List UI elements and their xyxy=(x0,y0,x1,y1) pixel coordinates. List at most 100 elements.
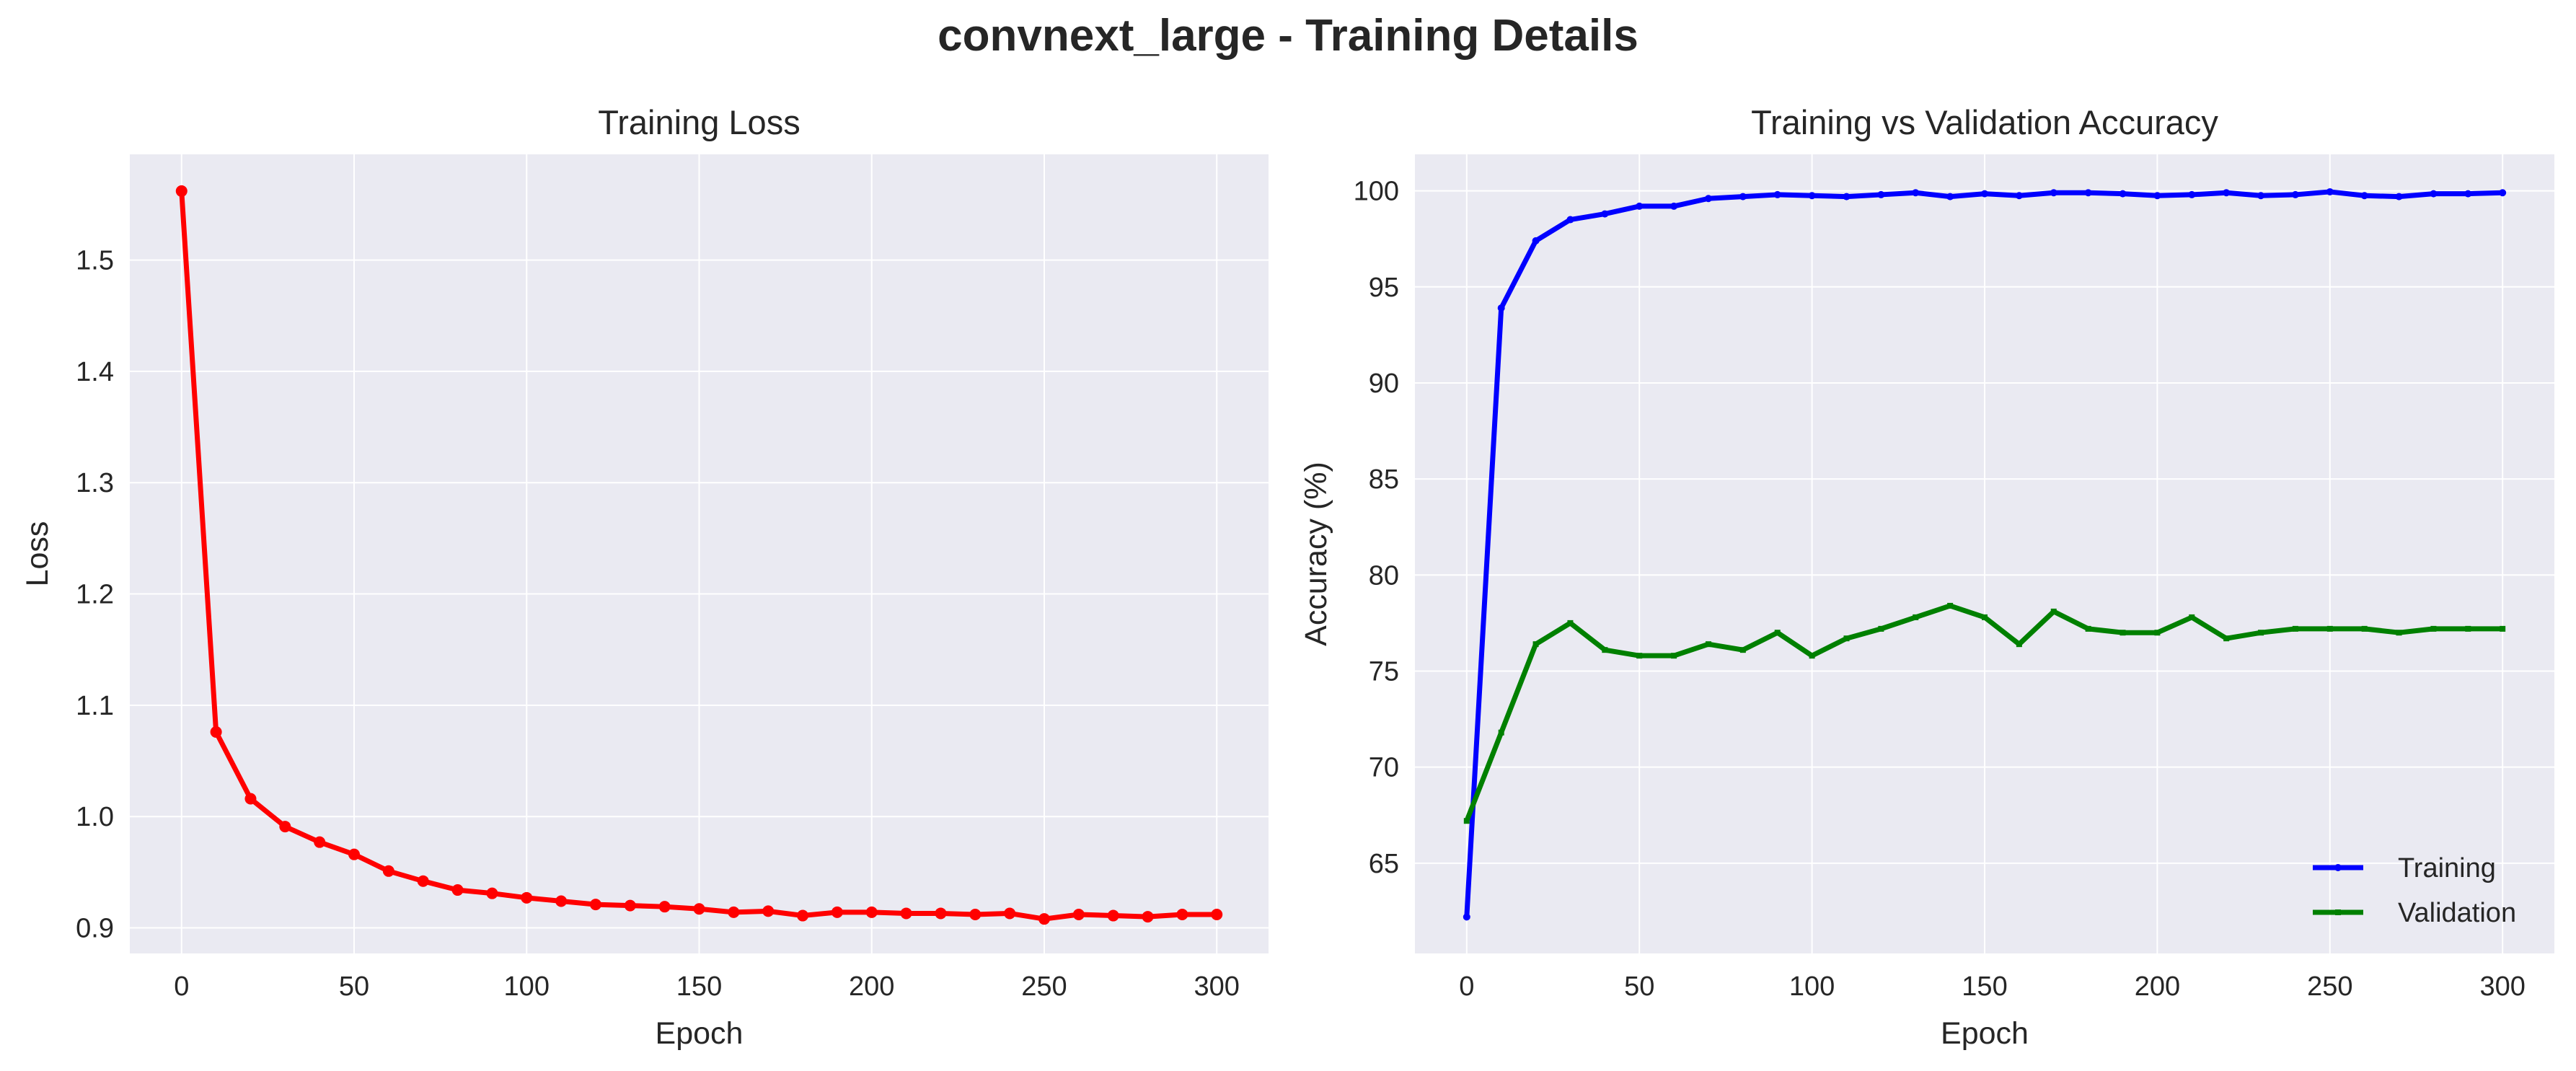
data-point xyxy=(2085,625,2091,632)
x-tick-label: 300 xyxy=(2479,971,2525,1002)
y-tick-label: 85 xyxy=(1369,464,1399,495)
data-point xyxy=(2119,190,2127,198)
data-point xyxy=(2500,625,2506,632)
data-point xyxy=(2153,192,2161,200)
legend-label-training: Training xyxy=(2398,853,2496,883)
data-point xyxy=(1670,202,1678,210)
data-point xyxy=(1602,647,1608,653)
data-point xyxy=(969,908,982,920)
data-point xyxy=(1498,729,1504,736)
data-point xyxy=(1567,620,1574,626)
x-tick-label: 100 xyxy=(504,971,550,1002)
legend-marker xyxy=(2334,864,2342,871)
y-axis-label: Loss xyxy=(20,521,55,587)
data-point xyxy=(1532,641,1539,648)
data-point xyxy=(2360,192,2368,200)
y-tick-label: 0.9 xyxy=(76,914,114,944)
data-point xyxy=(1809,653,1815,659)
chart-title: Training Loss xyxy=(598,103,800,141)
data-point xyxy=(210,726,222,738)
data-point xyxy=(555,895,568,907)
data-point xyxy=(2430,625,2437,632)
data-point xyxy=(2015,192,2023,200)
y-tick-label: 95 xyxy=(1369,273,1399,303)
legend-marker xyxy=(2335,909,2341,915)
data-point xyxy=(1671,653,1677,659)
x-tick-label: 250 xyxy=(2307,971,2352,1002)
data-point xyxy=(693,903,705,915)
data-point xyxy=(1774,630,1781,636)
data-point xyxy=(2326,188,2334,195)
chart-title: Training vs Validation Accuracy xyxy=(1751,103,2218,141)
x-tick-label: 100 xyxy=(1789,971,1835,1002)
data-point xyxy=(1982,614,1988,620)
data-point xyxy=(1913,614,1919,620)
data-point xyxy=(1107,909,1119,922)
data-point xyxy=(2292,625,2298,632)
data-point xyxy=(1497,304,1505,312)
y-tick-label: 1.4 xyxy=(76,357,114,387)
data-point xyxy=(1176,908,1188,920)
data-point xyxy=(1463,913,1470,921)
data-point xyxy=(2257,192,2265,200)
data-point xyxy=(1636,202,1644,210)
y-axis-label: Accuracy (%) xyxy=(1299,462,1333,646)
data-point xyxy=(2223,189,2231,197)
data-point xyxy=(244,793,257,805)
data-point xyxy=(624,899,636,912)
data-point xyxy=(1463,818,1470,824)
data-point xyxy=(935,907,947,920)
data-point xyxy=(1843,635,1850,642)
data-point xyxy=(797,909,809,922)
y-tick-label: 100 xyxy=(1354,177,1399,207)
data-point xyxy=(1878,625,1884,632)
data-point xyxy=(2050,189,2057,197)
data-point xyxy=(1004,907,1016,920)
y-tick-label: 1.1 xyxy=(76,691,114,721)
data-point xyxy=(1981,190,1988,198)
x-tick-label: 250 xyxy=(1021,971,1067,1002)
data-point xyxy=(2430,190,2438,198)
data-point xyxy=(2120,630,2126,636)
data-point xyxy=(1877,190,1885,198)
legend-label-validation: Validation xyxy=(2398,898,2516,928)
data-point xyxy=(2499,189,2507,197)
x-tick-label: 50 xyxy=(339,971,369,1002)
x-tick-label: 50 xyxy=(1624,971,1654,1002)
data-point xyxy=(2326,625,2333,632)
y-tick-label: 1.5 xyxy=(76,246,114,276)
data-point xyxy=(831,906,843,918)
y-tick-label: 1.2 xyxy=(76,580,114,610)
data-point xyxy=(2188,190,2196,198)
data-point xyxy=(2395,193,2403,200)
x-axis-label: Epoch xyxy=(1941,1016,2029,1051)
data-point xyxy=(314,836,326,848)
y-tick-label: 90 xyxy=(1369,369,1399,399)
data-point xyxy=(1072,908,1085,920)
y-tick-label: 65 xyxy=(1369,849,1399,879)
x-tick-label: 0 xyxy=(1459,971,1474,1002)
data-point xyxy=(2050,608,2057,614)
data-point xyxy=(762,905,775,917)
y-tick-label: 75 xyxy=(1369,656,1399,687)
data-point xyxy=(348,848,361,860)
data-point xyxy=(1532,237,1540,244)
data-point xyxy=(589,899,601,911)
data-point xyxy=(728,906,740,918)
data-point xyxy=(2464,190,2472,198)
data-point xyxy=(2084,189,2092,197)
x-tick-label: 150 xyxy=(676,971,722,1002)
x-tick-label: 200 xyxy=(2135,971,2180,1002)
data-point xyxy=(2465,625,2471,632)
y-tick-label: 70 xyxy=(1369,753,1399,783)
x-tick-label: 300 xyxy=(1194,971,1240,1002)
y-tick-label: 1.0 xyxy=(76,802,114,832)
data-point xyxy=(1947,602,1954,609)
data-point xyxy=(451,884,464,896)
data-point xyxy=(1636,653,1643,659)
data-point xyxy=(2189,614,2195,620)
data-point xyxy=(1601,210,1609,218)
data-point xyxy=(417,875,429,887)
data-point xyxy=(1142,911,1154,923)
